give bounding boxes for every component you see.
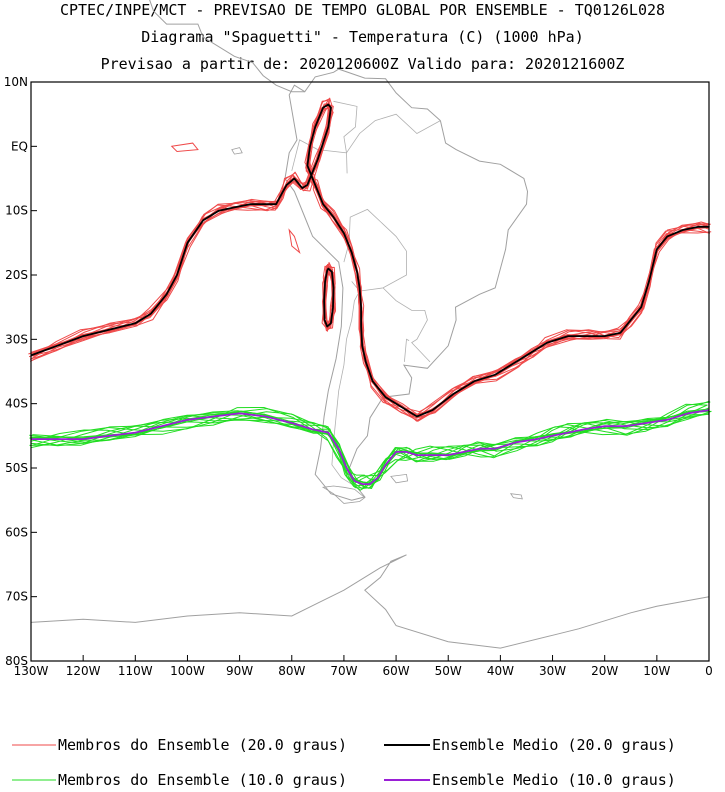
x-tick-label: 130W — [14, 664, 49, 678]
title-line-3: Previsao a partir de: 2020120600Z Valido… — [100, 55, 625, 73]
legend: Membros do Ensemble (20.0 graus) Ensemble… — [12, 736, 676, 789]
ensemble-member-line — [33, 97, 712, 413]
legend-label: Ensemble Medio (20.0 graus) — [432, 736, 676, 754]
axis-ticks: 130W 120W 110W 100W 90W 80W 70W 60W 50W 40W 30W 20W… — [4, 75, 713, 678]
legend-label: Membros do Ensemble (10.0 graus) — [58, 771, 347, 789]
south-america-coast — [284, 68, 529, 501]
country-border — [343, 208, 407, 292]
ensemble-member-line — [30, 400, 710, 485]
y-tick-label: 80S — [5, 654, 28, 668]
y-tick-label: 30S — [5, 332, 28, 346]
country-border — [346, 113, 441, 154]
tierra-del-fuego-coast — [321, 485, 366, 504]
x-tick-label: 10W — [643, 664, 670, 678]
x-tick-label: 20W — [591, 664, 618, 678]
ensemble-means — [30, 103, 710, 485]
ensemble-member-line — [31, 410, 712, 486]
ensemble-member-line — [29, 404, 708, 487]
ensemble-member-line — [31, 403, 708, 481]
ensemble-member-line — [32, 103, 709, 421]
x-tick-label: 70W — [330, 664, 357, 678]
title-line-2: Diagrama "Spaguetti" - Temperatura (C) (… — [141, 28, 584, 46]
country-border — [331, 290, 360, 485]
ensemble-member-line — [33, 410, 712, 491]
title-line-1: CPTEC/INPE/MCT - PREVISAO DE TEMPO GLOBA… — [59, 1, 666, 19]
ensemble-mean-line — [323, 267, 335, 328]
x-tick-label: 110W — [118, 664, 153, 678]
y-tick-label: 10N — [4, 75, 28, 89]
y-tick-label: 60S — [5, 525, 28, 539]
legend-label: Membros do Ensemble (20.0 graus) — [58, 736, 347, 754]
antarctica-coast — [30, 554, 710, 649]
ensemble-member-contour — [170, 142, 199, 153]
ensemble-members — [28, 97, 712, 491]
x-tick-label: 100W — [170, 664, 205, 678]
x-tick-label: 30W — [539, 664, 566, 678]
south-georgia-coast — [509, 493, 523, 500]
plot-frame — [30, 81, 710, 662]
ensemble-mean-line — [30, 103, 709, 418]
x-tick-label: 60W — [383, 664, 410, 678]
x-tick-label: 120W — [66, 664, 101, 678]
central-america-coast — [149, 0, 305, 93]
ensemble-member-line — [31, 105, 711, 416]
ensemble-member-line — [30, 413, 710, 489]
x-tick-label: 50W — [435, 664, 462, 678]
y-tick-label: EQ — [11, 139, 28, 153]
legend-label: Ensemble Medio (10.0 graus) — [432, 771, 676, 789]
country-border — [404, 338, 410, 362]
y-tick-label: 20S — [5, 268, 28, 282]
x-tick-label: 90W — [226, 664, 253, 678]
y-tick-label: 70S — [5, 590, 28, 604]
ensemble-member-line — [32, 401, 711, 480]
y-tick-label: 40S — [5, 397, 28, 411]
y-tick-label: 50S — [5, 461, 28, 475]
x-tick-label: 80W — [278, 664, 305, 678]
country-border — [382, 287, 431, 363]
map-coastlines — [30, 0, 710, 649]
ensemble-mean-line — [31, 409, 710, 485]
x-tick-label: 40W — [487, 664, 514, 678]
falklands-coast — [390, 473, 409, 484]
country-border — [333, 100, 358, 153]
galapagos-coast — [231, 147, 243, 155]
ensemble-member-line — [29, 98, 711, 415]
x-tick-label: 0 — [705, 664, 713, 678]
ensemble-member-contour — [288, 228, 301, 254]
y-tick-label: 10S — [5, 204, 28, 218]
